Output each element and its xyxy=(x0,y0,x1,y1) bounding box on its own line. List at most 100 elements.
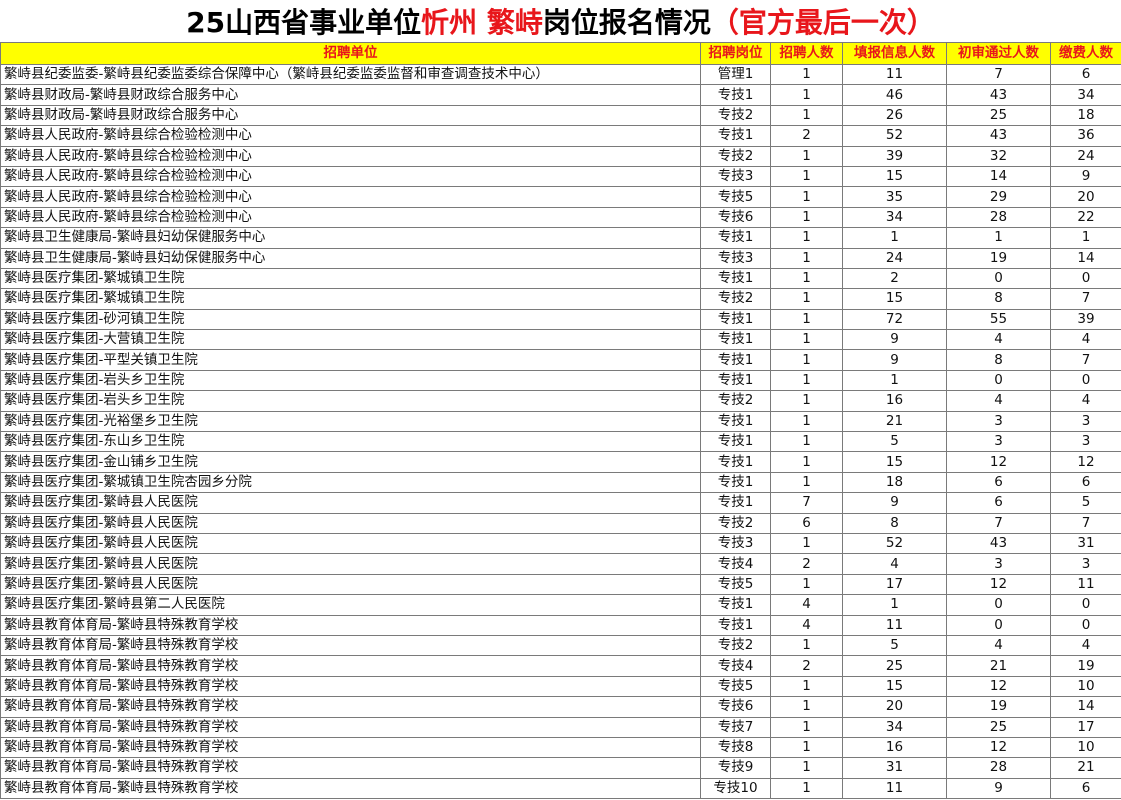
cell-unit: 繁峙县医疗集团-砂河镇卫生院 xyxy=(0,308,701,331)
column-header-registered: 填报信息人数 xyxy=(842,42,947,65)
cell-quota: 1 xyxy=(770,634,843,657)
cell-quota: 1 xyxy=(770,471,843,494)
cell-paid: 6 xyxy=(1050,777,1121,800)
cell-quota: 1 xyxy=(770,777,843,800)
cell-position: 专技9 xyxy=(700,757,771,779)
cell-position: 专技3 xyxy=(700,532,771,555)
cell-position: 专技7 xyxy=(700,716,771,738)
cell-paid: 21 xyxy=(1050,757,1121,779)
cell-approved: 3 xyxy=(946,410,1051,433)
column-header-position: 招聘岗位 xyxy=(700,42,771,65)
cell-position: 专技1 xyxy=(700,431,771,453)
cell-position: 专技1 xyxy=(700,84,771,106)
cell-approved: 8 xyxy=(946,288,1051,310)
table-row: 繁峙县教育体育局-繁峙县特殊教育学校 专技1 4 11 0 0 xyxy=(0,614,1121,636)
cell-unit: 繁峙县医疗集团-繁城镇卫生院杏园乡分院 xyxy=(0,471,701,494)
cell-quota: 4 xyxy=(770,614,843,636)
cell-paid: 12 xyxy=(1050,451,1121,473)
cell-unit: 繁峙县教育体育局-繁峙县特殊教育学校 xyxy=(0,716,701,738)
cell-registered: 21 xyxy=(842,410,947,433)
table-row: 繁峙县医疗集团-繁城镇卫生院杏园乡分院 专技1 1 18 6 6 xyxy=(0,471,1121,494)
table-row: 繁峙县医疗集团-繁峙县人民医院 专技2 6 8 7 7 xyxy=(0,512,1121,534)
title-prefix: 25山西省事业单位 xyxy=(186,6,422,39)
cell-quota: 6 xyxy=(770,512,843,534)
cell-paid: 0 xyxy=(1050,594,1121,616)
cell-quota: 1 xyxy=(770,165,843,188)
cell-paid: 14 xyxy=(1050,696,1121,718)
cell-unit: 繁峙县人民政府-繁峙县综合检验检测中心 xyxy=(0,165,701,188)
table-row: 繁峙县卫生健康局-繁峙县妇幼保健服务中心 专技3 1 24 19 14 xyxy=(0,247,1121,269)
cell-position: 专技5 xyxy=(700,573,771,596)
cell-paid: 20 xyxy=(1050,186,1121,208)
column-header-paid: 缴费人数 xyxy=(1050,42,1121,65)
cell-approved: 6 xyxy=(946,492,1051,514)
cell-registered: 34 xyxy=(842,716,947,738)
table-row: 繁峙县财政局-繁峙县财政综合服务中心 专技1 1 46 43 34 xyxy=(0,84,1121,106)
cell-quota: 1 xyxy=(770,104,843,127)
cell-unit: 繁峙县医疗集团-岩头乡卫生院 xyxy=(0,369,701,392)
cell-paid: 11 xyxy=(1050,573,1121,596)
cell-paid: 9 xyxy=(1050,165,1121,188)
cell-unit: 繁峙县教育体育局-繁峙县特殊教育学校 xyxy=(0,696,701,718)
cell-paid: 7 xyxy=(1050,512,1121,534)
cell-approved: 29 xyxy=(946,186,1051,208)
cell-registered: 24 xyxy=(842,247,947,269)
cell-unit: 繁峙县医疗集团-金山铺乡卫生院 xyxy=(0,451,701,473)
table-row: 繁峙县医疗集团-繁峙县第二人民医院 专技1 4 1 0 0 xyxy=(0,594,1121,616)
cell-position: 专技1 xyxy=(700,329,771,351)
table-row: 繁峙县医疗集团-岩头乡卫生院 专技2 1 16 4 4 xyxy=(0,390,1121,412)
cell-unit: 繁峙县医疗集团-东山乡卫生院 xyxy=(0,431,701,453)
table-row: 繁峙县教育体育局-繁峙县特殊教育学校 专技8 1 16 12 10 xyxy=(0,736,1121,759)
cell-position: 专技1 xyxy=(700,349,771,371)
cell-quota: 1 xyxy=(770,716,843,738)
cell-position: 专技1 xyxy=(700,125,771,147)
cell-paid: 1 xyxy=(1050,227,1121,249)
cell-unit: 繁峙县卫生健康局-繁峙县妇幼保健服务中心 xyxy=(0,227,701,249)
cell-registered: 5 xyxy=(842,431,947,453)
cell-position: 专技1 xyxy=(700,410,771,433)
table-row: 繁峙县财政局-繁峙县财政综合服务中心 专技2 1 26 25 18 xyxy=(0,104,1121,127)
cell-paid: 0 xyxy=(1050,267,1121,290)
cell-paid: 18 xyxy=(1050,104,1121,127)
cell-quota: 1 xyxy=(770,308,843,331)
table-row: 繁峙县医疗集团-大营镇卫生院 专技1 1 9 4 4 xyxy=(0,329,1121,351)
table-row: 繁峙县人民政府-繁峙县综合检验检测中心 专技5 1 35 29 20 xyxy=(0,186,1121,208)
cell-registered: 15 xyxy=(842,675,947,698)
column-header-quota: 招聘人数 xyxy=(770,42,843,65)
cell-paid: 36 xyxy=(1050,125,1121,147)
cell-approved: 12 xyxy=(946,675,1051,698)
table-row: 繁峙县医疗集团-繁城镇卫生院 专技1 1 2 0 0 xyxy=(0,267,1121,290)
cell-approved: 4 xyxy=(946,329,1051,351)
cell-registered: 18 xyxy=(842,471,947,494)
cell-unit: 繁峙县教育体育局-繁峙县特殊教育学校 xyxy=(0,777,701,800)
cell-quota: 1 xyxy=(770,696,843,718)
table-row: 繁峙县医疗集团-光裕堡乡卫生院 专技1 1 21 3 3 xyxy=(0,410,1121,433)
table-row: 繁峙县医疗集团-平型关镇卫生院 专技1 1 9 8 7 xyxy=(0,349,1121,371)
column-header-unit: 招聘单位 xyxy=(0,42,701,65)
cell-registered: 20 xyxy=(842,696,947,718)
table-row: 繁峙县医疗集团-金山铺乡卫生院 专技1 1 15 12 12 xyxy=(0,451,1121,473)
cell-quota: 2 xyxy=(770,125,843,147)
table-row: 繁峙县医疗集团-繁峙县人民医院 专技1 7 9 6 5 xyxy=(0,492,1121,514)
table-row: 繁峙县人民政府-繁峙县综合检验检测中心 专技2 1 39 32 24 xyxy=(0,145,1121,167)
cell-paid: 34 xyxy=(1050,84,1121,106)
cell-approved: 55 xyxy=(946,308,1051,331)
cell-approved: 0 xyxy=(946,369,1051,392)
cell-registered: 11 xyxy=(842,63,947,86)
cell-unit: 繁峙县教育体育局-繁峙县特殊教育学校 xyxy=(0,736,701,759)
cell-position: 专技1 xyxy=(700,369,771,392)
cell-approved: 28 xyxy=(946,206,1051,229)
cell-paid: 6 xyxy=(1050,471,1121,494)
cell-quota: 1 xyxy=(770,573,843,596)
cell-quota: 1 xyxy=(770,206,843,229)
cell-position: 专技1 xyxy=(700,614,771,636)
cell-registered: 9 xyxy=(842,329,947,351)
cell-approved: 19 xyxy=(946,247,1051,269)
cell-unit: 繁峙县财政局-繁峙县财政综合服务中心 xyxy=(0,104,701,127)
cell-approved: 1 xyxy=(946,227,1051,249)
table-row: 繁峙县人民政府-繁峙县综合检验检测中心 专技3 1 15 14 9 xyxy=(0,165,1121,188)
cell-quota: 1 xyxy=(770,757,843,779)
cell-approved: 19 xyxy=(946,696,1051,718)
table-row: 繁峙县人民政府-繁峙县综合检验检测中心 专技1 2 52 43 36 xyxy=(0,125,1121,147)
table-row: 繁峙县纪委监委-繁峙县纪委监委综合保障中心（繁峙县纪委监委监督和审查调查技术中心… xyxy=(0,63,1121,86)
